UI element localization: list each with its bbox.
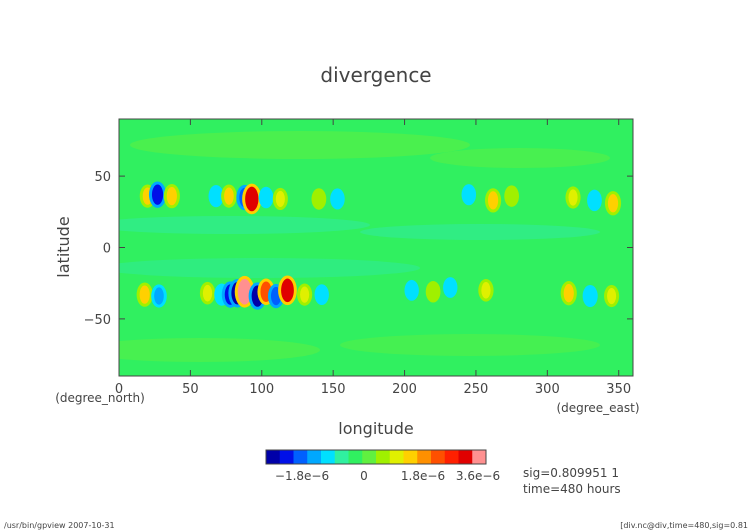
colorbar-swatch bbox=[444, 450, 459, 464]
footer-right: [div.nc@div,time=480,sig=0.81 bbox=[620, 521, 748, 530]
divergence-cell bbox=[237, 278, 252, 305]
x-tick-label: 300 bbox=[535, 382, 560, 397]
divergence-cell bbox=[585, 287, 595, 305]
divergence-cell bbox=[281, 278, 294, 303]
x-tick-label: 100 bbox=[249, 382, 274, 397]
divergence-cell bbox=[245, 186, 259, 212]
x-tick-label: 200 bbox=[392, 382, 417, 397]
divergence-cell bbox=[317, 287, 326, 303]
background-band bbox=[119, 338, 320, 362]
colorbar-swatch bbox=[389, 450, 404, 464]
colorbar-swatch bbox=[431, 450, 446, 464]
footer-left: /usr/bin/gpview 2007-10-31 bbox=[4, 521, 115, 530]
colorbar-swatch bbox=[472, 450, 487, 464]
background-band bbox=[119, 216, 370, 234]
y-tick-label: −50 bbox=[84, 313, 111, 328]
colorbar-tick-labels: −1.8e−6 0 1.8e−6 3.6e−6 bbox=[275, 469, 500, 483]
y-axis-unit: (degree_north) bbox=[55, 391, 145, 405]
x-tick-label: 150 bbox=[321, 382, 346, 397]
colorbar-swatch bbox=[417, 450, 432, 464]
colorbar-swatch bbox=[376, 450, 391, 464]
background-band bbox=[130, 131, 470, 159]
plot-area: 0 50 100 150 200 250 300 350 −50 0 50 bbox=[84, 118, 634, 397]
colorbar-swatch bbox=[266, 450, 281, 464]
colorbar-tick-label: 1.8e−6 bbox=[401, 469, 445, 483]
y-axis: −50 0 50 bbox=[84, 170, 633, 328]
time-annotation: time=480 hours bbox=[523, 482, 621, 496]
x-tick-label: 50 bbox=[182, 382, 199, 397]
divergence-cell bbox=[563, 284, 574, 303]
divergence-cell bbox=[488, 191, 499, 210]
divergence-cell bbox=[507, 188, 517, 204]
divergence-cell bbox=[590, 192, 599, 209]
chart-title: divergence bbox=[320, 63, 431, 87]
divergence-cell bbox=[154, 287, 164, 305]
divergence-features bbox=[136, 181, 622, 310]
divergence-cell bbox=[607, 194, 619, 213]
x-tick-label: 0 bbox=[115, 382, 123, 397]
divergence-cell bbox=[151, 184, 164, 205]
field-background-bands bbox=[119, 131, 610, 362]
colorbar bbox=[265, 449, 487, 465]
colorbar-swatch bbox=[348, 450, 363, 464]
colorbar-tick-label: −1.8e−6 bbox=[275, 469, 329, 483]
divergence-cell bbox=[300, 286, 310, 303]
colorbar-swatch bbox=[307, 450, 322, 464]
colorbar-swatch bbox=[334, 450, 349, 464]
background-band bbox=[340, 334, 600, 356]
divergence-cell bbox=[407, 282, 416, 298]
y-tick-label: 0 bbox=[103, 242, 111, 257]
divergence-cell bbox=[261, 189, 271, 206]
colorbar-swatch bbox=[279, 450, 294, 464]
colorbar-swatch bbox=[321, 450, 336, 464]
divergence-cell bbox=[314, 191, 324, 207]
x-axis-label: longitude bbox=[338, 419, 413, 438]
colorbar-tick-label: 3.6e−6 bbox=[456, 469, 500, 483]
divergence-cell bbox=[607, 287, 617, 305]
divergence-cell bbox=[481, 282, 491, 299]
divergence-cell bbox=[464, 187, 474, 203]
background-band bbox=[430, 148, 610, 168]
divergence-cell bbox=[211, 188, 221, 205]
x-tick-label: 250 bbox=[464, 382, 489, 397]
colorbar-swatch bbox=[458, 450, 473, 464]
colorbar-frame bbox=[265, 449, 487, 465]
divergence-cell bbox=[568, 189, 578, 206]
divergence-cell bbox=[224, 187, 234, 205]
y-tick-label: 50 bbox=[94, 170, 111, 185]
divergence-cell bbox=[275, 190, 285, 208]
colorbar-swatch bbox=[293, 450, 308, 464]
divergence-cell bbox=[202, 284, 213, 302]
y-axis-label: latitude bbox=[54, 216, 73, 277]
x-axis: 0 50 100 150 200 250 300 350 bbox=[115, 119, 631, 397]
background-band bbox=[360, 224, 600, 240]
x-axis-unit: (degree_east) bbox=[556, 401, 639, 415]
divergence-cell bbox=[166, 186, 177, 206]
x-tick-label: 350 bbox=[606, 382, 631, 397]
divergence-cell bbox=[428, 284, 438, 300]
colorbar-tick-label: 0 bbox=[360, 469, 368, 483]
colorbar-swatch bbox=[403, 450, 418, 464]
divergence-cell bbox=[139, 285, 150, 304]
divergence-cell bbox=[446, 280, 455, 295]
background-band bbox=[119, 258, 420, 278]
colorbar-swatch bbox=[362, 450, 377, 464]
sig-annotation: sig=0.809951 1 bbox=[523, 466, 619, 480]
divergence-cell bbox=[333, 191, 342, 207]
